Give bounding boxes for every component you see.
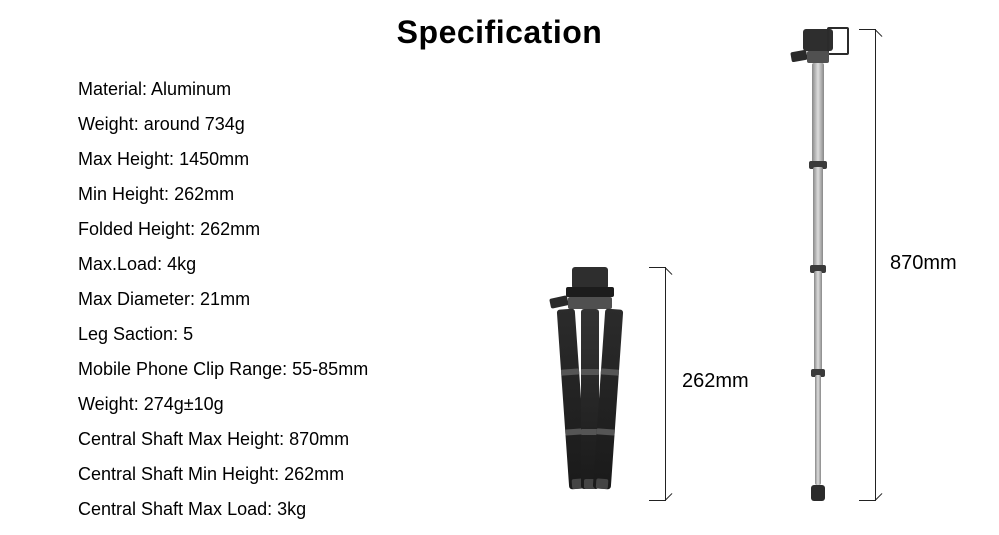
spec-value: 21mm xyxy=(200,289,250,309)
spec-label: Material xyxy=(78,79,142,99)
spec-row: Folded Height: 262mm xyxy=(78,220,498,238)
spec-separator: : xyxy=(169,149,179,169)
spec-label: Weight xyxy=(78,114,134,134)
spec-row: Weight: 274g±10g xyxy=(78,395,498,413)
spec-value: 262mm xyxy=(174,184,234,204)
spec-value: 5 xyxy=(183,324,193,344)
spec-row: Max Height: 1450mm xyxy=(78,150,498,168)
spec-value: 3kg xyxy=(277,499,306,519)
page-title: Specification xyxy=(0,14,999,51)
spec-label: Max Diameter xyxy=(78,289,190,309)
spec-value: around 734g xyxy=(144,114,245,134)
spec-label: Leg Saction xyxy=(78,324,173,344)
tripod-folded-figure xyxy=(554,267,626,501)
spec-separator: : xyxy=(134,114,144,134)
spec-label: Max Height xyxy=(78,149,169,169)
spec-separator: : xyxy=(279,429,289,449)
spec-row: Material: Aluminum xyxy=(78,80,498,98)
spec-label: Central Shaft Max Height xyxy=(78,429,279,449)
spec-separator: : xyxy=(267,499,277,519)
spec-row: Mobile Phone Clip Range: 55-85mm xyxy=(78,360,498,378)
spec-separator: : xyxy=(274,464,284,484)
spec-separator: : xyxy=(190,219,200,239)
spec-value: 262mm xyxy=(200,219,260,239)
spec-label: Mobile Phone Clip Range xyxy=(78,359,282,379)
spec-row: Min Height: 262mm xyxy=(78,185,498,203)
spec-row: Central Shaft Max Height: 870mm xyxy=(78,430,498,448)
spec-row: Central Shaft Min Height: 262mm xyxy=(78,465,498,483)
folded-dimension-label: 262mm xyxy=(682,370,749,393)
spec-value: 55-85mm xyxy=(292,359,368,379)
spec-row: Leg Saction: 5 xyxy=(78,325,498,343)
spec-label: Weight xyxy=(78,394,134,414)
spec-separator: : xyxy=(134,394,144,414)
spec-separator: : xyxy=(142,79,151,99)
spec-row: Central Shaft Max Load: 3kg xyxy=(78,500,498,518)
spec-value: 870mm xyxy=(289,429,349,449)
spec-list: Material: Aluminum Weight: around 734g Max… xyxy=(78,80,498,535)
spec-label: Max.Load xyxy=(78,254,157,274)
spec-infographic: Specification Material: Aluminum Weight: … xyxy=(0,0,999,535)
spec-value: Aluminum xyxy=(151,79,231,99)
spec-separator: : xyxy=(282,359,292,379)
extended-dimension-label: 870mm xyxy=(890,252,957,275)
spec-separator: : xyxy=(190,289,200,309)
tripod-extended-figure xyxy=(797,29,839,501)
spec-separator: : xyxy=(173,324,183,344)
spec-label: Central Shaft Max Load xyxy=(78,499,267,519)
spec-label: Min Height xyxy=(78,184,164,204)
spec-value: 4kg xyxy=(167,254,196,274)
spec-value: 262mm xyxy=(284,464,344,484)
spec-separator: : xyxy=(164,184,174,204)
spec-row: Max Diameter: 21mm xyxy=(78,290,498,308)
spec-row: Max.Load: 4kg xyxy=(78,255,498,273)
spec-separator: : xyxy=(157,254,167,274)
spec-label: Folded Height xyxy=(78,219,190,239)
spec-value: 274g±10g xyxy=(144,394,224,414)
spec-row: Weight: around 734g xyxy=(78,115,498,133)
spec-label: Central Shaft Min Height xyxy=(78,464,274,484)
tripod-folded-icon xyxy=(554,267,626,501)
spec-value: 1450mm xyxy=(179,149,249,169)
